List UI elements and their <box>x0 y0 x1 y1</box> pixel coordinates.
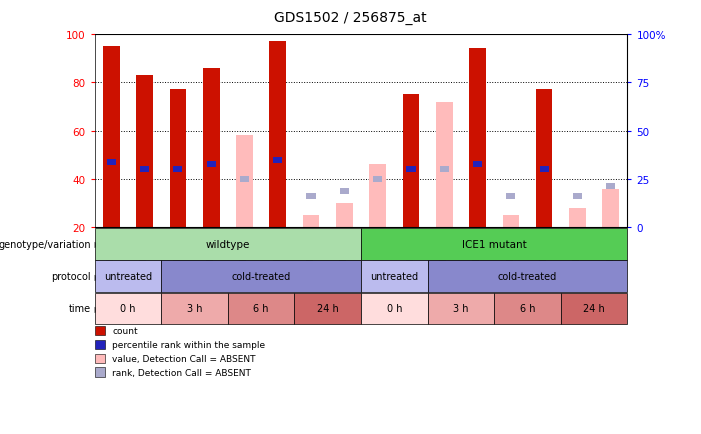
Bar <box>107 160 116 166</box>
Text: ▶: ▶ <box>92 240 101 249</box>
Bar <box>373 177 382 183</box>
Text: untreated: untreated <box>104 272 152 281</box>
Bar <box>140 167 149 173</box>
Bar <box>207 162 216 168</box>
Bar <box>170 90 186 228</box>
Bar <box>369 165 386 228</box>
Text: time: time <box>69 304 91 313</box>
Text: 6 h: 6 h <box>519 304 536 313</box>
Text: count: count <box>112 326 138 335</box>
Bar <box>407 167 416 173</box>
Bar <box>503 216 519 228</box>
Text: ▶: ▶ <box>92 272 101 281</box>
Text: 0 h: 0 h <box>120 304 136 313</box>
Bar <box>540 167 549 173</box>
Text: 24 h: 24 h <box>317 304 339 313</box>
Bar <box>269 42 286 228</box>
Bar <box>536 90 552 228</box>
Bar <box>203 69 219 228</box>
Bar <box>336 204 353 228</box>
Bar <box>240 177 249 183</box>
Bar <box>606 184 615 190</box>
Text: untreated: untreated <box>370 272 418 281</box>
Text: ▶: ▶ <box>92 304 101 313</box>
Text: GDS1502 / 256875_at: GDS1502 / 256875_at <box>274 11 427 25</box>
Bar <box>136 76 153 228</box>
Text: ICE1 mutant: ICE1 mutant <box>462 240 526 249</box>
Bar <box>602 189 619 228</box>
Bar <box>173 167 182 173</box>
Text: 3 h: 3 h <box>453 304 469 313</box>
Text: 3 h: 3 h <box>186 304 203 313</box>
Bar <box>440 167 449 173</box>
Bar <box>469 49 486 228</box>
Bar <box>569 208 586 228</box>
Text: genotype/variation: genotype/variation <box>0 240 91 249</box>
Text: cold-treated: cold-treated <box>498 272 557 281</box>
Text: percentile rank within the sample: percentile rank within the sample <box>112 340 265 349</box>
Bar <box>402 95 419 228</box>
Bar <box>303 216 320 228</box>
Bar <box>306 194 315 200</box>
Text: 6 h: 6 h <box>253 304 269 313</box>
Text: wildtype: wildtype <box>205 240 250 249</box>
Bar <box>506 194 515 200</box>
Text: cold-treated: cold-treated <box>231 272 291 281</box>
Bar <box>236 136 253 228</box>
Text: 24 h: 24 h <box>583 304 605 313</box>
Text: rank, Detection Call = ABSENT: rank, Detection Call = ABSENT <box>112 368 251 377</box>
Bar <box>573 194 582 200</box>
Text: 0 h: 0 h <box>386 304 402 313</box>
Bar <box>436 102 453 228</box>
Text: value, Detection Call = ABSENT: value, Detection Call = ABSENT <box>112 354 256 363</box>
Bar <box>340 189 349 195</box>
Text: protocol: protocol <box>51 272 91 281</box>
Bar <box>103 47 120 228</box>
Bar <box>473 162 482 168</box>
Bar <box>273 157 283 163</box>
